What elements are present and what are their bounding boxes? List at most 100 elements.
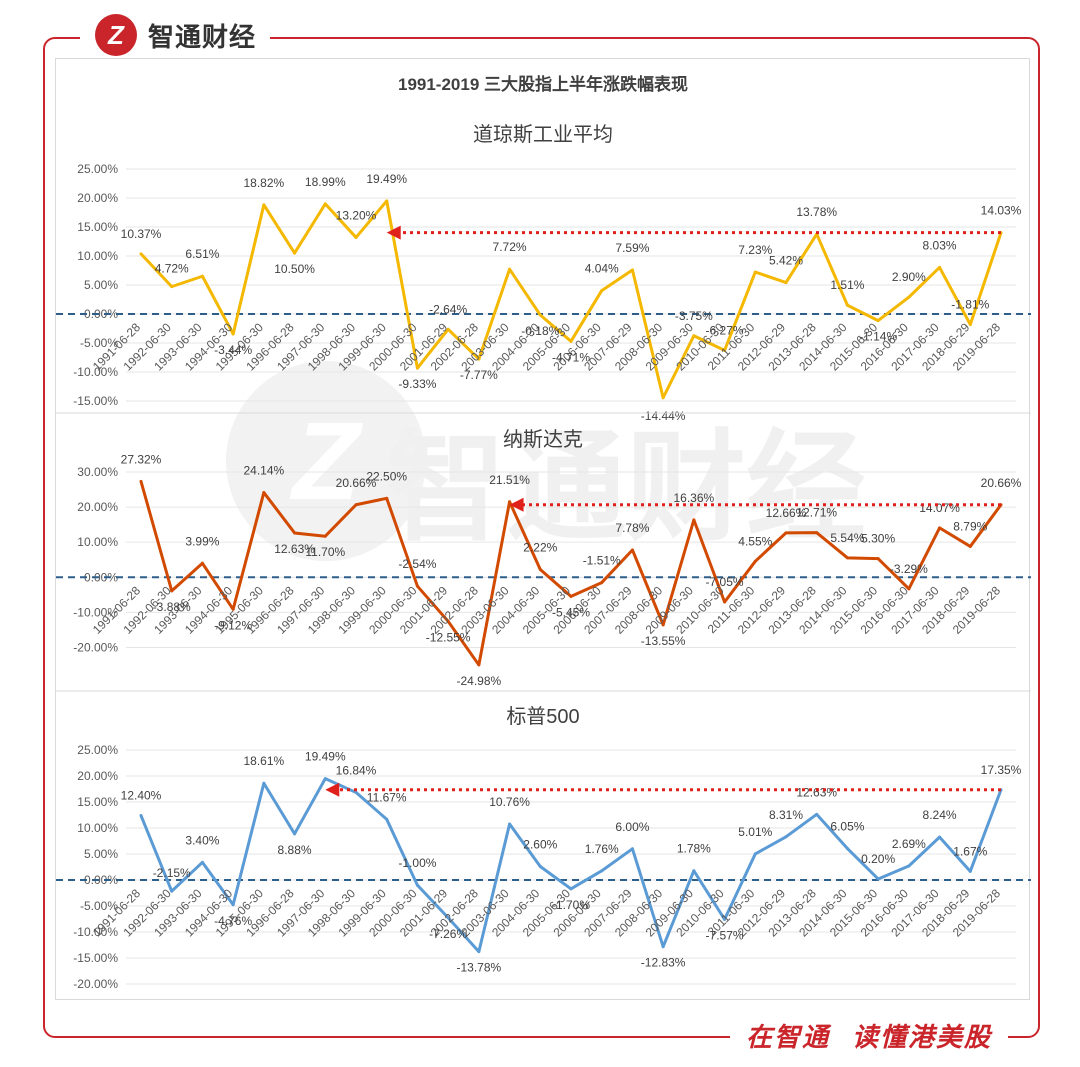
data-label: 10.76% bbox=[489, 795, 530, 809]
y-tick-label: 25.00% bbox=[77, 162, 118, 176]
data-point bbox=[200, 561, 204, 565]
data-point bbox=[354, 790, 358, 794]
data-point bbox=[200, 860, 204, 864]
slogan-part2: 读懂港美股 bbox=[851, 1022, 992, 1053]
data-label: -7.57% bbox=[706, 928, 744, 942]
data-label: -9.33% bbox=[398, 377, 436, 391]
data-point bbox=[723, 917, 727, 921]
y-tick-label: 10.00% bbox=[77, 821, 118, 835]
data-label: -7.26% bbox=[429, 927, 467, 941]
y-tick-label: 15.00% bbox=[77, 220, 118, 234]
data-label: 1.51% bbox=[830, 278, 864, 292]
data-point bbox=[139, 814, 143, 818]
data-label: 3.40% bbox=[185, 833, 219, 847]
panel-title: 道琼斯工业平均 bbox=[473, 123, 613, 146]
data-label: 14.03% bbox=[981, 204, 1022, 218]
data-point bbox=[293, 832, 297, 836]
data-label: 1.76% bbox=[585, 842, 619, 856]
data-label: 8.88% bbox=[278, 843, 312, 857]
panel-title: 纳斯达克 bbox=[503, 428, 583, 451]
data-point bbox=[569, 887, 573, 891]
data-point bbox=[477, 357, 481, 361]
y-tick-label: -10.00% bbox=[73, 925, 118, 939]
data-label: 20.66% bbox=[336, 476, 377, 490]
data-point bbox=[876, 319, 880, 323]
data-point bbox=[170, 589, 174, 593]
data-point bbox=[385, 199, 389, 203]
data-point bbox=[200, 274, 204, 278]
data-label: -12.83% bbox=[641, 956, 686, 970]
outer-frame bbox=[43, 37, 1040, 1038]
data-label: -3.88% bbox=[153, 600, 191, 614]
brand-name: 智通财经 bbox=[148, 22, 257, 53]
data-point bbox=[845, 303, 849, 307]
y-tick-label: 20.00% bbox=[77, 191, 118, 205]
data-label: -13.78% bbox=[457, 961, 502, 975]
data-label: -14.44% bbox=[641, 409, 686, 423]
data-label: -9.12% bbox=[214, 618, 252, 632]
data-label: 18.82% bbox=[244, 176, 285, 190]
slogan: 在智通 读懂港美股 bbox=[729, 1015, 1008, 1055]
data-point bbox=[415, 584, 419, 588]
chart-title: 1991-2019 三大股指上半年涨跌幅表现 bbox=[398, 74, 688, 94]
data-label: 10.50% bbox=[274, 262, 315, 276]
data-label: -13.55% bbox=[641, 634, 686, 648]
data-point bbox=[170, 889, 174, 893]
data-label: 2.22% bbox=[523, 540, 557, 554]
data-label: 13.78% bbox=[796, 205, 837, 219]
data-point bbox=[569, 339, 573, 343]
data-label: 10.37% bbox=[121, 227, 162, 241]
data-label: 5.01% bbox=[738, 825, 772, 839]
panel-1: 道琼斯工业平均 25.00% 20.00% 15.00% 10.00% 5.00% 0.00… bbox=[56, 123, 1031, 423]
data-point bbox=[692, 518, 696, 522]
data-label: 19.49% bbox=[305, 750, 346, 764]
data-point bbox=[354, 235, 358, 239]
y-tick-label: 0.00% bbox=[84, 307, 118, 321]
data-point bbox=[845, 847, 849, 851]
data-label: -4.76% bbox=[214, 914, 252, 928]
data-label: 2.69% bbox=[892, 837, 926, 851]
data-label: -5.45% bbox=[552, 605, 590, 619]
y-tick-label: 5.00% bbox=[84, 847, 118, 861]
y-tick-label: -10.00% bbox=[73, 605, 118, 619]
data-label: -1.14% bbox=[859, 330, 897, 344]
data-label: 19.49% bbox=[366, 172, 407, 186]
svg-text:Z: Z bbox=[107, 20, 125, 50]
data-label: -2.54% bbox=[398, 557, 436, 571]
data-label: 6.00% bbox=[615, 820, 649, 834]
y-tick-label: -20.00% bbox=[73, 640, 118, 654]
data-point bbox=[723, 600, 727, 604]
data-label: -6.27% bbox=[706, 323, 744, 337]
data-point bbox=[600, 581, 604, 585]
data-label: 8.24% bbox=[923, 808, 957, 822]
data-label: 13.20% bbox=[336, 208, 377, 222]
data-point bbox=[231, 607, 235, 611]
comparison-arrow-head bbox=[325, 782, 340, 797]
data-point bbox=[139, 252, 143, 256]
data-point bbox=[262, 491, 266, 495]
data-point bbox=[784, 281, 788, 285]
data-point bbox=[753, 852, 757, 856]
data-label: 16.84% bbox=[336, 763, 377, 777]
data-point bbox=[692, 334, 696, 338]
data-label: 4.04% bbox=[585, 262, 619, 276]
panel-title: 标普500 bbox=[506, 705, 579, 728]
data-label: 3.99% bbox=[185, 534, 219, 548]
data-point bbox=[753, 270, 757, 274]
data-point bbox=[508, 267, 512, 271]
data-point bbox=[323, 777, 327, 781]
data-label: 1.78% bbox=[677, 842, 711, 856]
data-label: 8.03% bbox=[923, 238, 957, 252]
data-point bbox=[968, 322, 972, 326]
data-point bbox=[293, 531, 297, 535]
data-point bbox=[845, 556, 849, 560]
comparison-arrow-head bbox=[509, 497, 524, 512]
data-point bbox=[661, 623, 665, 627]
y-tick-label: 20.00% bbox=[77, 500, 118, 514]
data-point bbox=[323, 202, 327, 206]
data-point bbox=[538, 567, 542, 571]
data-point bbox=[661, 945, 665, 949]
data-point bbox=[170, 285, 174, 289]
data-label: -1.70% bbox=[552, 898, 590, 912]
data-label: 8.79% bbox=[953, 519, 987, 533]
